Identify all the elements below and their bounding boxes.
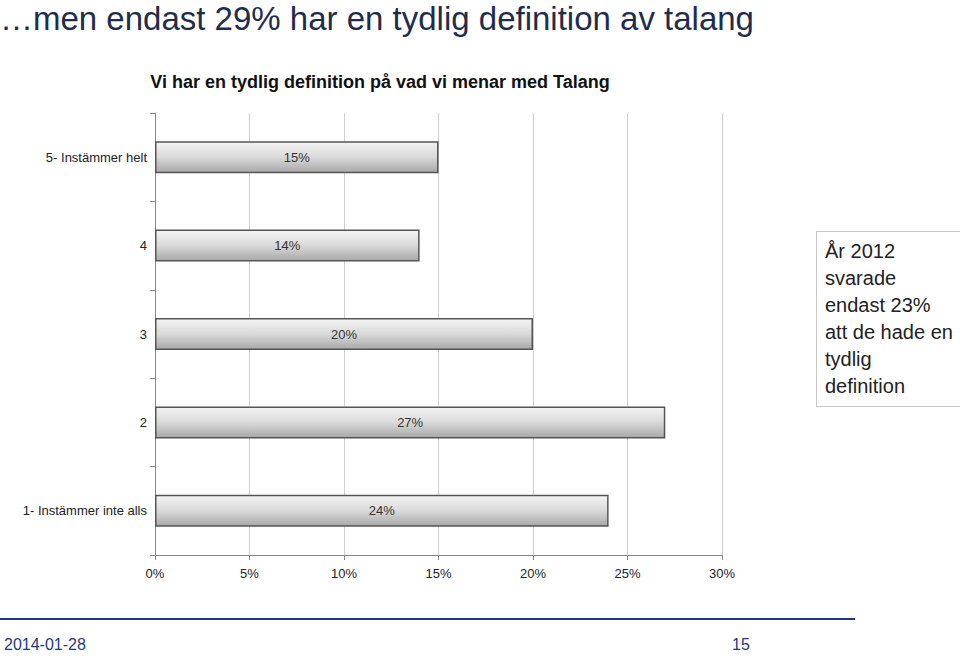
svg-text:3: 3: [140, 327, 147, 342]
html-text:År 2012 svarade endast 23% att: År 2012 svarade endast 23% att de hade e…: [825, 240, 953, 397]
svg-text:15%: 15%: [284, 150, 310, 165]
svg-text:27%: 27%: [397, 415, 423, 430]
html-text:…men endast 29% har en tydlig: …men endast 29% har en tydlig definition…: [0, 0, 754, 37]
html-text:2014-01-28: 2014-01-28: [4, 636, 86, 653]
svg-text:5%: 5%: [240, 566, 259, 581]
svg-text:30%: 30%: [709, 566, 735, 581]
svg-text:4: 4: [140, 238, 147, 253]
svg-text:20%: 20%: [520, 566, 546, 581]
svg-text:0%: 0%: [146, 566, 165, 581]
svg-text:14%: 14%: [274, 238, 300, 253]
svg-text:25%: 25%: [614, 566, 640, 581]
svg-text:20%: 20%: [331, 327, 357, 342]
svg-text:2: 2: [140, 415, 147, 430]
svg-text:24%: 24%: [369, 503, 395, 518]
svg-text:1- Instämmer inte alls: 1- Instämmer inte alls: [23, 503, 148, 518]
html-text:15: 15: [732, 636, 750, 653]
svg-text:Vi har en tydlig definition på: Vi har en tydlig definition på vad vi me…: [150, 72, 609, 92]
svg-text:5- Instämmer helt: 5- Instämmer helt: [46, 150, 148, 165]
svg-text:10%: 10%: [331, 566, 357, 581]
svg-text:15%: 15%: [425, 566, 451, 581]
